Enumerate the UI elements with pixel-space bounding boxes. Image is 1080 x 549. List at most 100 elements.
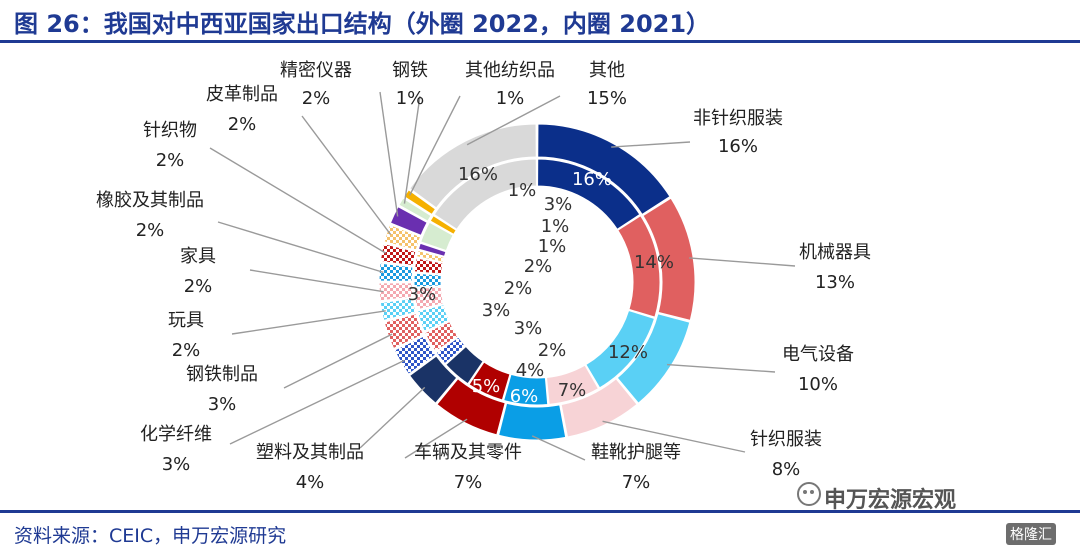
outer-label-name: 玩具 xyxy=(168,310,204,331)
inner-label-value: 3% xyxy=(544,194,573,215)
outer-label-value: 2% xyxy=(172,340,201,361)
inner-ring-slice-11 xyxy=(413,272,442,288)
wechat-icon xyxy=(797,482,821,506)
leader-line xyxy=(301,115,392,235)
outer-label-name: 车辆及其零件 xyxy=(414,442,522,463)
leader-line xyxy=(283,333,393,389)
outer-ring-slice-4 xyxy=(498,402,567,441)
inner-label-value: 16% xyxy=(458,164,498,185)
outer-ring-slice-3 xyxy=(560,378,638,438)
outer-ring-slice-14 xyxy=(389,206,428,236)
outer-ring-slice-5 xyxy=(436,378,506,436)
inner-ring-slice-4 xyxy=(503,373,549,406)
inner-ring-slice-9 xyxy=(416,304,450,333)
outer-ring-slice-0 xyxy=(537,123,671,216)
outer-label-value: 2% xyxy=(228,114,257,135)
outer-label-value: 7% xyxy=(622,472,651,493)
leader-line xyxy=(379,91,399,217)
source-note: 资料来源：CEIC，申万宏源研究 xyxy=(14,525,287,547)
outer-ring-slice-2 xyxy=(616,313,691,404)
inner-label-value: 3% xyxy=(408,284,437,305)
outer-label-value: 2% xyxy=(302,88,331,109)
outer-ring-slice-13 xyxy=(383,224,422,251)
outer-ring-slice-12 xyxy=(379,243,417,267)
outer-label-name: 针织服装 xyxy=(750,429,822,450)
outer-label-value: 13% xyxy=(815,272,855,293)
donut-chart: 非针织服装 16% 机械器具 13% 电气设备 10% 针织服装 8% 鞋靴护腿等 7% 车辆及其零… xyxy=(96,60,871,493)
inner-ring-slice-7 xyxy=(435,336,466,365)
inner-label-value: 2% xyxy=(504,278,533,299)
outer-ring-slice-9 xyxy=(379,297,417,321)
inner-ring-slice-6 xyxy=(445,345,484,385)
inner-label-value: 3% xyxy=(482,300,511,321)
outer-ring-slice-10 xyxy=(378,282,414,302)
outer-label-value: 16% xyxy=(718,136,758,157)
inner-label-value: 6% xyxy=(510,386,539,407)
inner-label-value: 14% xyxy=(634,252,674,273)
leader-line xyxy=(403,95,421,204)
leader-line xyxy=(466,95,561,146)
watermark-logo: 格隆汇 xyxy=(1006,523,1056,545)
outer-label-value: 4% xyxy=(296,472,325,493)
outer-label-value: 3% xyxy=(208,394,237,415)
inner-ring-slice-12 xyxy=(413,257,444,275)
outer-label-name: 鞋靴护腿等 xyxy=(591,442,681,463)
leader-line xyxy=(666,363,776,373)
outer-label-name: 家具 xyxy=(180,246,216,267)
inner-label-value: 3% xyxy=(514,318,543,339)
outer-ring-slice-1 xyxy=(642,197,696,321)
inner-label-value: 4% xyxy=(516,360,545,381)
footer-divider xyxy=(0,510,1080,513)
leader-line xyxy=(249,269,384,293)
outer-ring-slice-8 xyxy=(383,313,425,350)
outer-label-value: 1% xyxy=(496,88,525,109)
inner-ring-slice-10 xyxy=(413,286,445,311)
outer-label-value: 7% xyxy=(454,472,483,493)
outer-label-name: 针织物 xyxy=(143,120,197,141)
inner-ring-slice-8 xyxy=(424,321,459,353)
outer-label-name: 机械器具 xyxy=(799,242,871,263)
inner-ring-slice-5 xyxy=(468,361,511,401)
outer-label-name: 化学纤维 xyxy=(140,424,212,445)
outer-label-value: 2% xyxy=(184,276,213,297)
leader-line xyxy=(689,257,796,267)
inner-ring-slice-14 xyxy=(417,242,447,257)
inner-label-value: 16% xyxy=(572,169,612,190)
outer-label-name: 皮革制品 xyxy=(206,84,278,105)
inner-label-value: 7% xyxy=(558,380,587,401)
outer-label-name: 其他 xyxy=(589,60,625,81)
outer-label-name: 钢铁 xyxy=(392,60,428,81)
inner-ring-slice-0 xyxy=(537,158,641,230)
leader-line xyxy=(209,147,387,254)
outer-ring-slice-17 xyxy=(409,123,537,209)
inner-label-value: 1% xyxy=(538,236,567,257)
outer-ring-slice-11 xyxy=(378,262,414,282)
inner-label-value: 5% xyxy=(472,376,501,397)
outer-label-value: 1% xyxy=(396,88,425,109)
outer-label-name: 其他纺织品 xyxy=(465,60,555,81)
leader-line xyxy=(531,435,586,461)
outer-label-name: 钢铁制品 xyxy=(186,364,258,385)
leader-line xyxy=(404,418,468,459)
inner-label-value: 2% xyxy=(538,340,567,361)
leader-line xyxy=(359,386,426,449)
leader-line xyxy=(611,141,691,148)
inner-ring-slice-2 xyxy=(585,309,656,389)
outer-label-name: 非针织服装 xyxy=(693,108,783,129)
outer-ring-slice-7 xyxy=(393,335,437,375)
page-title: 图 26：我国对中西亚国家出口结构（外圈 2022，内圈 2021） xyxy=(14,10,711,38)
outer-label-name: 塑料及其制品 xyxy=(256,442,364,463)
outer-ring-slice-15 xyxy=(398,197,432,222)
inner-ring-slice-17 xyxy=(433,158,537,230)
leader-line xyxy=(217,221,384,273)
outer-label-value: 2% xyxy=(156,150,185,171)
outer-label-name: 电气设备 xyxy=(782,344,854,365)
inner-ring-slice-3 xyxy=(545,364,600,405)
inner-label-value: 1% xyxy=(541,216,570,237)
outer-label-name: 精密仪器 xyxy=(280,60,352,81)
title-divider xyxy=(0,40,1080,43)
watermark-text: 申万宏源宏观 xyxy=(824,488,957,513)
inner-ring-slice-13 xyxy=(416,249,445,263)
outer-label-value: 2% xyxy=(136,220,165,241)
leader-line xyxy=(409,95,461,196)
